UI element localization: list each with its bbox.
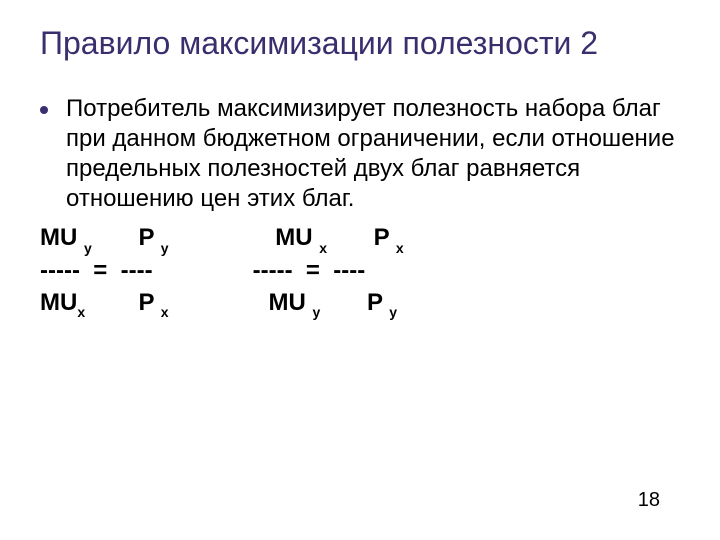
formula-sub: y [84,240,92,256]
formula-seg: P [85,289,161,316]
slide-title: Правило максимизации полезности 2 [40,24,680,62]
page-number: 18 [638,489,660,512]
formula-sub: x [396,240,404,256]
formula-seg: MU [40,224,84,251]
slide-container: Правило максимизации полезности 2 Потреб… [0,0,720,540]
formula-sub: y [389,304,397,320]
formula-seg: P [92,224,161,251]
formula-sub: x [77,304,85,320]
formula-line-3: MUx P x MU y P y [40,287,680,320]
formula-sub: y [161,240,169,256]
formula-sub: y [313,304,321,320]
formula-sub: x [161,304,169,320]
formula-line-1: MU y P y MU x P x [40,222,680,255]
formula-line-2: ----- = ---- ----- = ---- [40,255,680,286]
bullet-text: Потребитель максимизирует полезность наб… [66,94,680,214]
bullet-item: Потребитель максимизирует полезность наб… [40,94,680,214]
formula-seg: P [327,224,396,251]
formula-seg: MU [169,224,320,251]
slide-body: Потребитель максимизирует полезность наб… [40,94,680,319]
formula-seg: MU [169,289,313,316]
formula-seg: MU [40,289,77,316]
formula-seg: P [320,289,389,316]
bullet-dot-icon [40,106,48,114]
formula-sub: x [319,240,327,256]
